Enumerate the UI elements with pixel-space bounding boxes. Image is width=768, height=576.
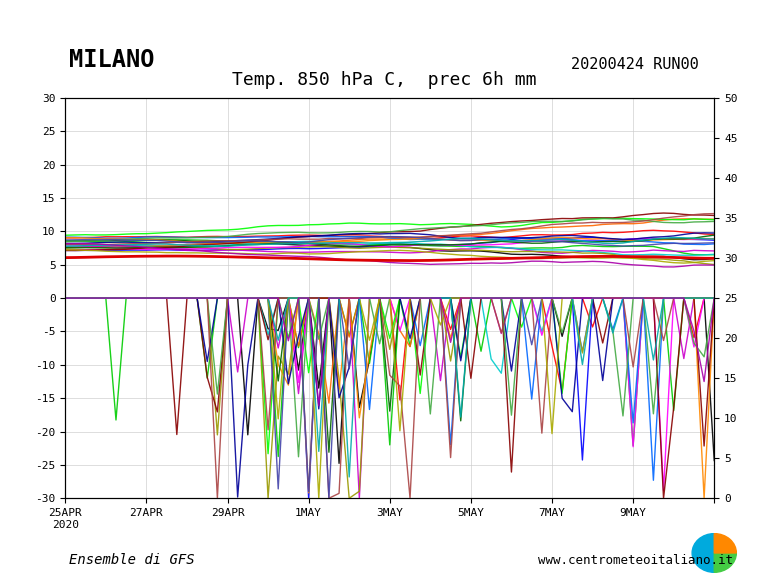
Wedge shape [692,533,714,573]
Text: MILANO: MILANO [69,48,154,72]
Text: 20200424 RUN00: 20200424 RUN00 [571,57,699,72]
Text: Ensemble di GFS: Ensemble di GFS [69,554,195,567]
Text: Temp. 850 hPa C,  prec 6h mm: Temp. 850 hPa C, prec 6h mm [232,71,536,89]
Text: www.centrometeoitaliano.it: www.centrometeoitaliano.it [538,554,733,567]
Wedge shape [714,553,737,573]
Wedge shape [714,533,737,553]
